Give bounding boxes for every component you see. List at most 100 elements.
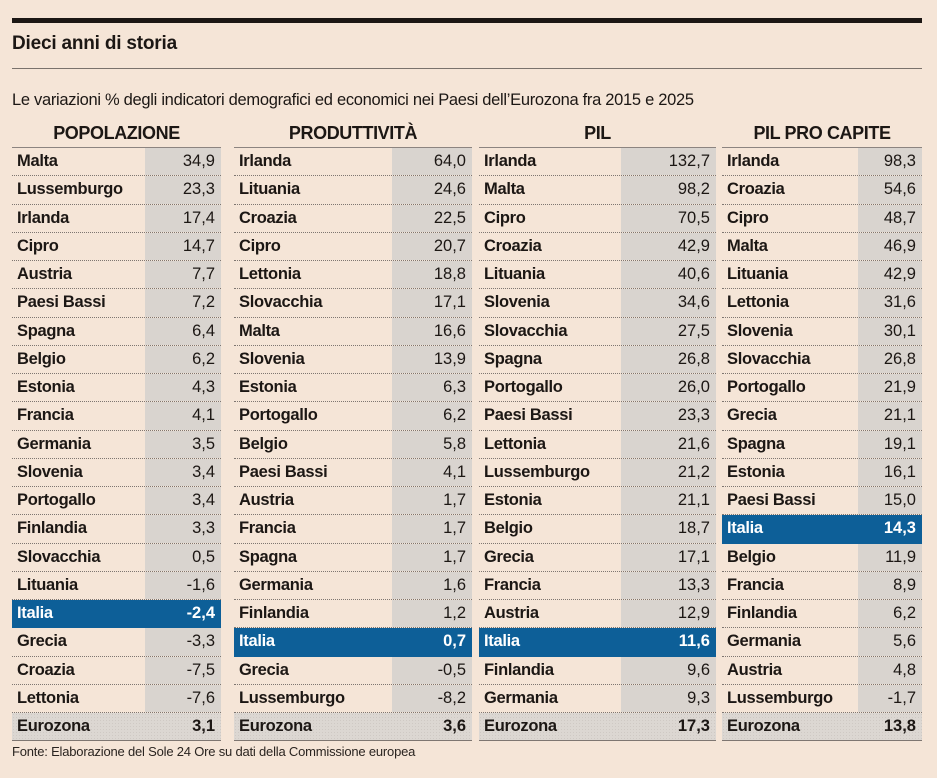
country-value: -1,7 bbox=[858, 684, 922, 712]
country-name: Lussemburgo bbox=[727, 688, 833, 707]
country-value: 11,9 bbox=[858, 543, 922, 571]
country-value: 1,7 bbox=[392, 487, 472, 515]
country-value: 13,9 bbox=[392, 345, 472, 373]
country-value: 8,9 bbox=[858, 571, 922, 599]
table-row: Francia 1,7 bbox=[234, 515, 472, 544]
country-value: 9,3 bbox=[621, 684, 716, 712]
country-value: 17,3 bbox=[677, 717, 710, 736]
country-value: 14,7 bbox=[145, 232, 221, 260]
country-name: Eurozona bbox=[239, 717, 312, 736]
table-row: Paesi Bassi 4,1 bbox=[234, 458, 472, 487]
country-value: 1,2 bbox=[392, 600, 472, 628]
table-row: Irlanda 132,7 bbox=[479, 148, 716, 177]
country-value: 21,6 bbox=[621, 430, 716, 458]
country-name: Eurozona bbox=[727, 717, 800, 736]
table-row: Cipro 14,7 bbox=[12, 232, 221, 261]
table-row: Grecia 21,1 bbox=[722, 402, 922, 431]
country-value: 40,6 bbox=[621, 261, 716, 289]
table-row: Grecia -3,3 bbox=[12, 628, 221, 657]
country-name: Slovacchia bbox=[484, 321, 568, 340]
table-row: Croazia -7,5 bbox=[12, 656, 221, 685]
country-value: 16,1 bbox=[858, 458, 922, 486]
table-row: Grecia -0,5 bbox=[234, 656, 472, 685]
table-row: Germania 3,5 bbox=[12, 430, 221, 459]
country-name: Paesi Bassi bbox=[239, 462, 328, 481]
table-row: Paesi Bassi 7,2 bbox=[12, 289, 221, 318]
country-name: Croazia bbox=[239, 208, 297, 227]
country-value: 6,4 bbox=[145, 317, 221, 345]
country-value: 4,3 bbox=[145, 374, 221, 402]
table-body: Malta 34,9 Lussemburgo 23,3 Irlanda 17,4 Cipro… bbox=[12, 147, 221, 742]
country-value: 132,7 bbox=[621, 148, 716, 176]
country-name: Malta bbox=[484, 180, 525, 199]
country-value: 3,4 bbox=[145, 458, 221, 486]
country-name: Lituania bbox=[17, 575, 78, 594]
country-value: 9,6 bbox=[621, 656, 716, 684]
table-row: Slovenia 30,1 bbox=[722, 317, 922, 346]
country-value: 26,0 bbox=[621, 374, 716, 402]
table-row: Austria 12,9 bbox=[479, 600, 716, 629]
table-row: Belgio 18,7 bbox=[479, 515, 716, 544]
table-row: Finlandia 9,6 bbox=[479, 656, 716, 685]
country-value: 22,5 bbox=[392, 204, 472, 232]
country-value: 70,5 bbox=[621, 204, 716, 232]
table-pil-pro-capite: PIL PRO CAPITE Irlanda 98,3 Croazia 54,6 Cipr… bbox=[722, 121, 922, 742]
country-value: 12,9 bbox=[621, 600, 716, 628]
country-name: Slovenia bbox=[727, 321, 793, 340]
country-value: 14,3 bbox=[883, 519, 916, 538]
country-name: Croazia bbox=[484, 236, 542, 255]
table-row: Lussemburgo -1,7 bbox=[722, 684, 922, 713]
table-row: Croazia 54,6 bbox=[722, 176, 922, 205]
country-name: Irlanda bbox=[17, 208, 70, 227]
country-name: Slovacchia bbox=[17, 547, 101, 566]
country-name: Slovenia bbox=[484, 293, 550, 312]
country-name: Irlanda bbox=[484, 152, 537, 171]
country-name: Cipro bbox=[17, 236, 59, 255]
country-value: 13,3 bbox=[621, 571, 716, 599]
table-row: Lussemburgo 21,2 bbox=[479, 458, 716, 487]
country-name: Paesi Bassi bbox=[727, 491, 816, 510]
country-name: Estonia bbox=[17, 378, 75, 397]
country-name: Estonia bbox=[484, 491, 542, 510]
country-value: 19,1 bbox=[858, 430, 922, 458]
country-value: 64,0 bbox=[392, 148, 472, 176]
country-value: 16,6 bbox=[392, 317, 472, 345]
country-name: Francia bbox=[17, 406, 74, 425]
country-name: Estonia bbox=[239, 378, 297, 397]
table-body: Irlanda 98,3 Croazia 54,6 Cipro 48,7 Malta 46,9… bbox=[722, 147, 922, 742]
table-row: Slovenia 13,9 bbox=[234, 345, 472, 374]
table-row: Lettonia -7,6 bbox=[12, 684, 221, 713]
table-header: PIL bbox=[584, 123, 611, 143]
country-name: Slovacchia bbox=[239, 293, 323, 312]
country-value: 0,5 bbox=[145, 543, 221, 571]
country-name: Francia bbox=[239, 519, 296, 538]
table-row: Austria 1,7 bbox=[234, 487, 472, 516]
country-value: 15,0 bbox=[858, 487, 922, 515]
source-note: Fonte: Elaborazione del Sole 24 Ore su d… bbox=[12, 744, 416, 759]
table-row: Lituania 24,6 bbox=[234, 176, 472, 205]
table-row: Malta 16,6 bbox=[234, 317, 472, 346]
total-row: Eurozona 3,6 bbox=[234, 713, 472, 742]
country-value: 42,9 bbox=[858, 261, 922, 289]
highlight-row: Italia 0,7 bbox=[234, 628, 472, 657]
table-row: Spagna 19,1 bbox=[722, 430, 922, 459]
country-value: 21,1 bbox=[858, 402, 922, 430]
country-value: 20,7 bbox=[392, 232, 472, 260]
country-name: Irlanda bbox=[727, 152, 780, 171]
country-name: Germania bbox=[727, 632, 801, 651]
country-value: 7,2 bbox=[145, 289, 221, 317]
country-name: Lussemburgo bbox=[17, 180, 123, 199]
country-name: Spagna bbox=[17, 321, 75, 340]
table-row: Malta 34,9 bbox=[12, 148, 221, 177]
country-name: Malta bbox=[17, 152, 58, 171]
country-value: 21,2 bbox=[621, 458, 716, 486]
table-row: Lituania -1,6 bbox=[12, 571, 221, 600]
country-name: Finlandia bbox=[239, 604, 309, 623]
country-value: 7,7 bbox=[145, 261, 221, 289]
country-value: 6,3 bbox=[392, 374, 472, 402]
table-row: Slovacchia 0,5 bbox=[12, 543, 221, 572]
country-value: 98,3 bbox=[858, 148, 922, 176]
table-row: Croazia 42,9 bbox=[479, 232, 716, 261]
page-subtitle: Le variazioni % degli indicatori demogra… bbox=[12, 91, 694, 109]
country-name: Austria bbox=[727, 660, 782, 679]
